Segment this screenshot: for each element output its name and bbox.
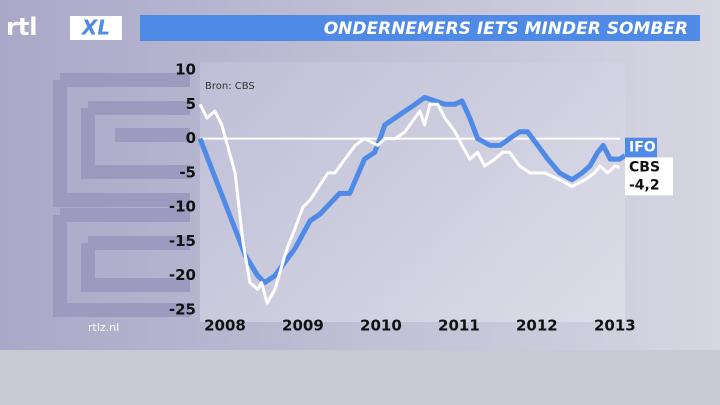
y-tick-label: -15 xyxy=(169,232,196,250)
x-tick-label: 2013 xyxy=(594,317,636,335)
title-banner xyxy=(140,15,700,41)
x-tick-label: 2012 xyxy=(516,317,558,335)
source-note: Bron: CBS xyxy=(205,81,255,92)
y-tick-label: -25 xyxy=(169,301,196,319)
x-tick-label: 2011 xyxy=(438,317,480,335)
y-tick-label: 0 xyxy=(186,129,196,147)
x-tick-label: 2010 xyxy=(360,317,402,335)
y-tick-label: 10 xyxy=(175,61,196,79)
y-tick-label: -5 xyxy=(179,163,196,181)
value-label: -4,2 xyxy=(629,177,660,193)
chart-title: ONDERNEMERS IETS MINDER SOMBER xyxy=(324,19,688,39)
series-line xyxy=(197,94,627,286)
legend-label: CBS xyxy=(629,159,660,175)
series-line xyxy=(198,102,620,305)
y-tick-label: -10 xyxy=(169,198,196,216)
bottom-strip xyxy=(0,350,720,405)
y-tick-label: 5 xyxy=(186,95,196,113)
legend-label: IFO xyxy=(629,140,656,156)
x-tick-label: 2008 xyxy=(204,317,246,335)
x-tick-label: 2009 xyxy=(282,317,324,335)
y-tick-label: -20 xyxy=(169,266,196,284)
footer: rtlz.nl xyxy=(88,321,119,334)
end-label-box xyxy=(625,137,657,158)
logo-xl: XL xyxy=(80,16,110,40)
logo-text: rtl xyxy=(6,13,38,41)
logo-box xyxy=(70,16,122,40)
decoration xyxy=(53,73,190,317)
plot: 10 5 0 -5 -10 -15 -20 -25 2008 2009 2010 2011 2012 20… xyxy=(169,61,673,335)
end-label-box xyxy=(625,157,673,196)
